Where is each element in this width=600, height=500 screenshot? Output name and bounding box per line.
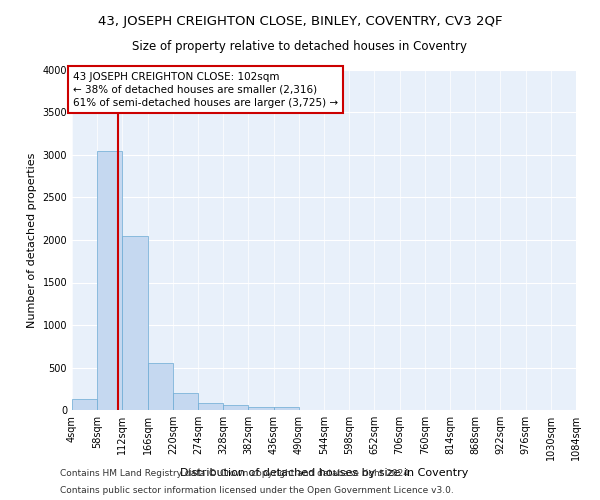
Bar (122, 236, 148, 410)
Bar (198, 403, 223, 410)
Bar (72, 399, 97, 410)
Bar (148, 363, 173, 410)
Text: Contains public sector information licensed under the Open Government Licence v3: Contains public sector information licen… (60, 486, 454, 495)
Bar (223, 405, 248, 410)
Text: 43 JOSEPH CREIGHTON CLOSE: 102sqm
← 38% of detached houses are smaller (2,316)
6: 43 JOSEPH CREIGHTON CLOSE: 102sqm ← 38% … (73, 72, 338, 108)
Text: Contains HM Land Registry data © Crown copyright and database right 2024.: Contains HM Land Registry data © Crown c… (60, 468, 412, 477)
Y-axis label: Number of detached properties: Number of detached properties (27, 152, 37, 328)
Bar (97, 150, 122, 410)
Text: Size of property relative to detached houses in Coventry: Size of property relative to detached ho… (133, 40, 467, 53)
Text: 43, JOSEPH CREIGHTON CLOSE, BINLEY, COVENTRY, CV3 2QF: 43, JOSEPH CREIGHTON CLOSE, BINLEY, COVE… (98, 15, 502, 28)
Bar (274, 406, 299, 410)
X-axis label: Distribution of detached houses by size in Coventry: Distribution of detached houses by size … (180, 468, 468, 478)
Bar (173, 393, 198, 410)
Bar (248, 406, 274, 410)
